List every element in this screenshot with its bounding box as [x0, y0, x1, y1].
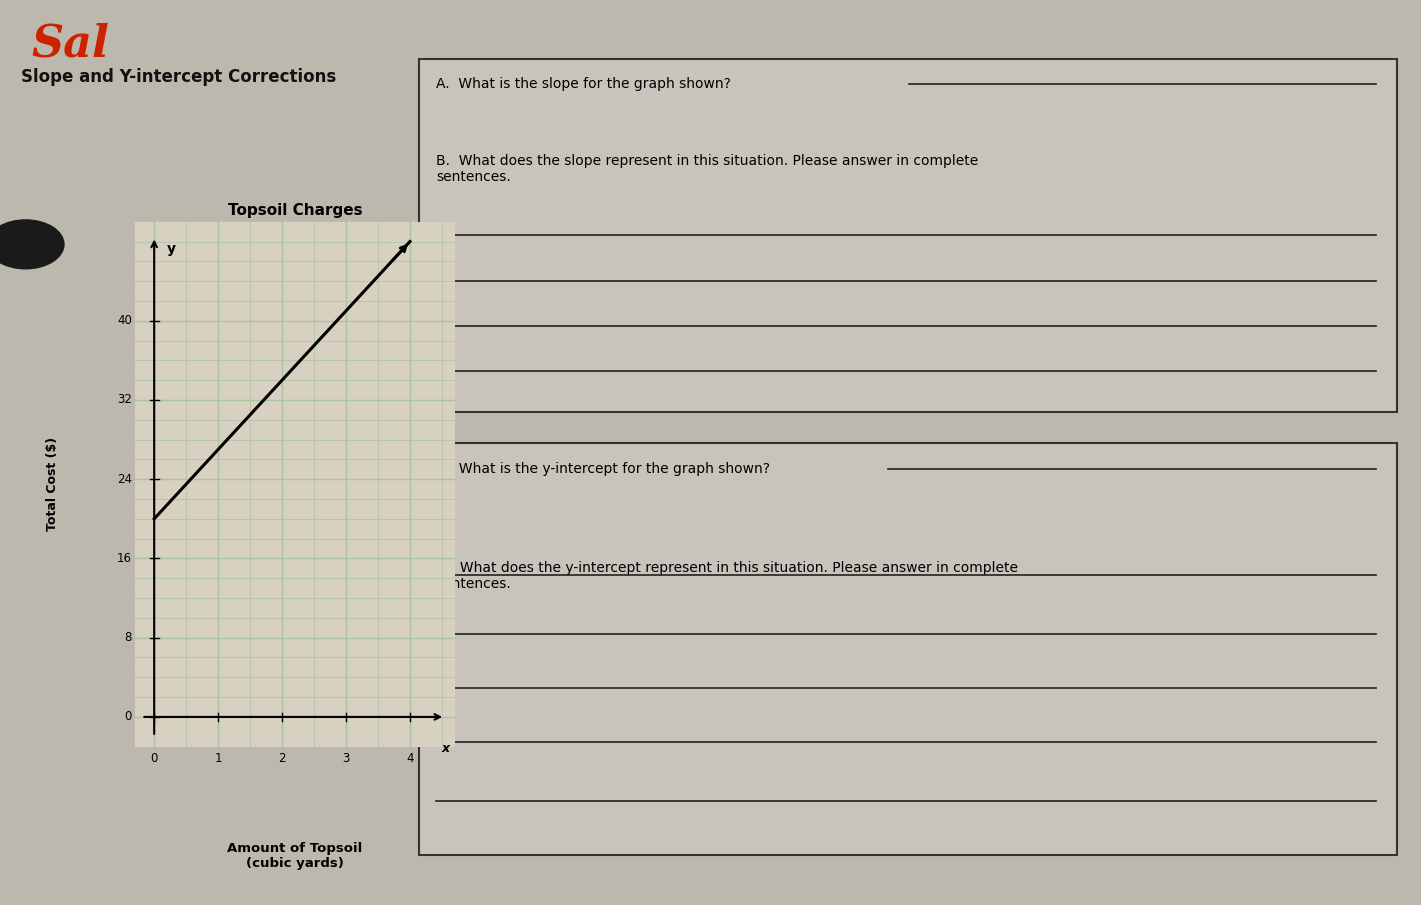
- Text: 40: 40: [117, 314, 132, 328]
- Circle shape: [0, 220, 64, 269]
- Text: 4: 4: [406, 751, 414, 765]
- FancyBboxPatch shape: [419, 443, 1397, 855]
- Text: y: y: [168, 242, 176, 255]
- Text: 0: 0: [151, 751, 158, 765]
- Text: Slope and Y-intercept Corrections: Slope and Y-intercept Corrections: [21, 68, 337, 86]
- Text: Sal: Sal: [31, 23, 109, 66]
- Text: C.  What is the y-intercept for the graph shown?: C. What is the y-intercept for the graph…: [436, 462, 770, 475]
- Text: B.  What does the slope represent in this situation. Please answer in complete
s: B. What does the slope represent in this…: [436, 154, 979, 184]
- Text: 16: 16: [117, 552, 132, 565]
- FancyBboxPatch shape: [419, 59, 1397, 412]
- Text: A.  What is the slope for the graph shown?: A. What is the slope for the graph shown…: [436, 77, 732, 91]
- Text: 24: 24: [117, 472, 132, 486]
- Text: 0: 0: [125, 710, 132, 723]
- Text: 2: 2: [279, 751, 286, 765]
- Text: Amount of Topsoil
(cubic yards): Amount of Topsoil (cubic yards): [227, 842, 362, 870]
- Text: x: x: [442, 742, 450, 755]
- Text: 32: 32: [117, 394, 132, 406]
- Title: Topsoil Charges: Topsoil Charges: [227, 203, 362, 218]
- Text: D.  What does the y-intercept represent in this situation. Please answer in comp: D. What does the y-intercept represent i…: [436, 561, 1019, 591]
- Text: 8: 8: [125, 631, 132, 644]
- Text: 1: 1: [215, 751, 222, 765]
- Text: Total Cost ($): Total Cost ($): [45, 437, 60, 531]
- Text: 3: 3: [342, 751, 350, 765]
